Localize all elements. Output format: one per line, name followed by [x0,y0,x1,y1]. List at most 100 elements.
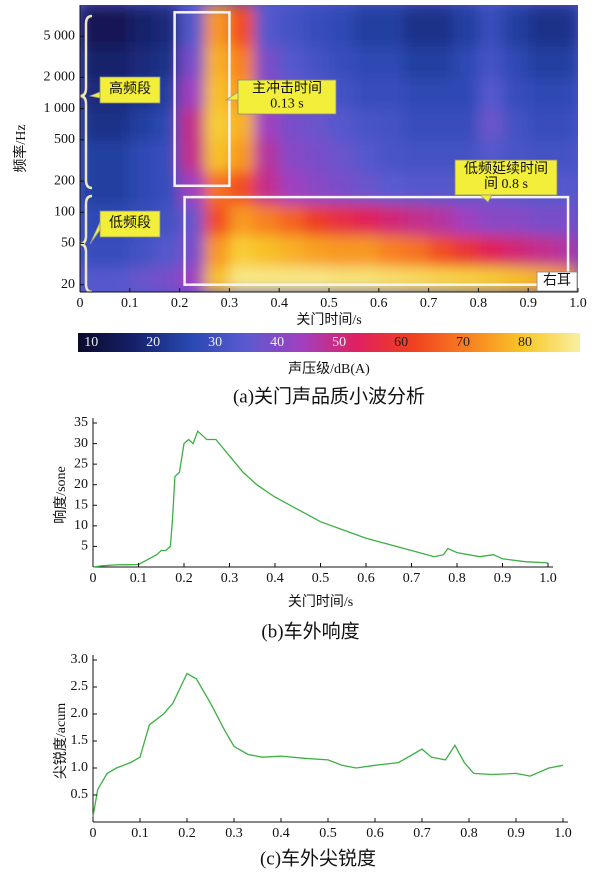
heat-cell [353,46,380,78]
heat-cell [553,77,578,110]
heat-cell [204,235,230,267]
heat-cell [179,77,205,110]
heat-cell [154,235,181,267]
x-tick-label: 0.8 [470,296,488,311]
heat-cell [503,77,529,110]
callout-pointer [89,221,101,245]
x-tick-label: 0.7 [413,826,431,841]
heat-cell [254,5,280,47]
colorbar-tick-label: 30 [208,335,222,350]
heat-cell [528,204,554,236]
caption: (a)关门声品质小波分析 [233,385,425,407]
y-tick-label: 2 000 [44,70,76,85]
y-tick-label: 1.5 [71,733,89,748]
heat-cell [229,171,255,205]
heat-cell [353,235,380,267]
y-tick-label: 20 [61,277,75,292]
heat-cell [254,204,280,236]
heat-cell [403,266,430,292]
heat-cell [478,235,504,267]
x-tick-label: 1.0 [539,571,557,586]
heat-cell [453,46,479,78]
annotation: 间 0.8 s [484,176,528,192]
heat-cell [279,266,305,292]
line-series [92,672,564,817]
x-tick-label: 0.9 [519,296,537,311]
heat-cell [553,46,578,78]
heat-cell [478,5,504,47]
heat-cell [428,235,454,267]
heat-cell [154,139,181,172]
heat-cell [403,235,430,267]
heat-cell [304,139,330,172]
x-tick-label: 0.1 [130,571,148,586]
heat-cell [329,266,355,292]
heat-cell [229,5,255,47]
heat-cell [80,171,106,205]
colorbar-tick-label: 70 [456,335,470,350]
heat-cell [129,46,156,78]
colorbar-label: 声压级/dB(A) [288,361,370,377]
heat-cell [104,108,131,141]
heat-cell [503,108,529,141]
y-tick-label: 5 [81,539,88,554]
y-tick-label: 15 [74,498,88,513]
annotation: 低频延续时间 [464,160,548,177]
heat-cell [304,204,330,236]
heat-cell [428,171,454,205]
heat-cell [353,266,380,292]
heat-cell [378,235,405,267]
x-tick-label: 0 [90,826,97,841]
colorbar-tick-label: 20 [146,335,160,350]
y-tick-label: 100 [54,204,75,219]
callout-box [99,76,161,104]
heat-cell [503,204,529,236]
y-tick-label: 500 [54,132,75,147]
colorbar-tick-label: 60 [394,335,408,350]
heat-cell [279,204,305,236]
heat-cell [378,266,405,292]
heat-cell [403,46,430,78]
heat-cell [353,139,380,172]
x-tick-label: 0.4 [266,571,284,586]
y-tick-label: 2.5 [71,679,89,694]
x-tick-label: 0.3 [225,826,243,841]
callout-pointer [224,91,239,101]
heat-cell [353,171,380,205]
y-tick-label: 2.0 [71,706,89,721]
heat-cell [378,46,405,78]
heat-cell [80,139,106,172]
colorbar-tick-label: 50 [332,335,346,350]
colorbar [78,333,580,352]
heat-cell [279,235,305,267]
heat-cell [204,139,230,172]
y-tick-label: 25 [74,456,88,471]
heat-cell [129,5,156,47]
heat-cell [179,139,205,172]
heat-cell [254,171,280,205]
heat-cell [329,235,355,267]
heat-cell [329,171,355,205]
heat-cell [378,77,405,110]
x-tick-label: 0.1 [131,826,149,841]
heat-cell [229,204,255,236]
heat-cell [229,266,255,292]
heat-cell [353,204,380,236]
heat-cell [229,46,255,78]
heat-cell [553,5,578,47]
x-tick-label: 0 [77,296,84,311]
heat-cell [428,266,454,292]
heat-cell [104,5,131,47]
colorbar-tick-label: 80 [518,335,532,350]
x-tick-label: 0.9 [494,571,512,586]
y-tick-label: 50 [61,236,75,251]
spectrogram-cells [80,5,578,292]
heat-cell [204,266,230,292]
heat-cell [378,171,405,205]
heat-cell [478,77,504,110]
annotation: 低频段 [109,215,151,231]
y-tick-label: 30 [74,436,88,451]
x-tick-label: 0 [90,571,97,586]
x-tick-label: 0.4 [272,826,290,841]
heat-cell [403,204,430,236]
